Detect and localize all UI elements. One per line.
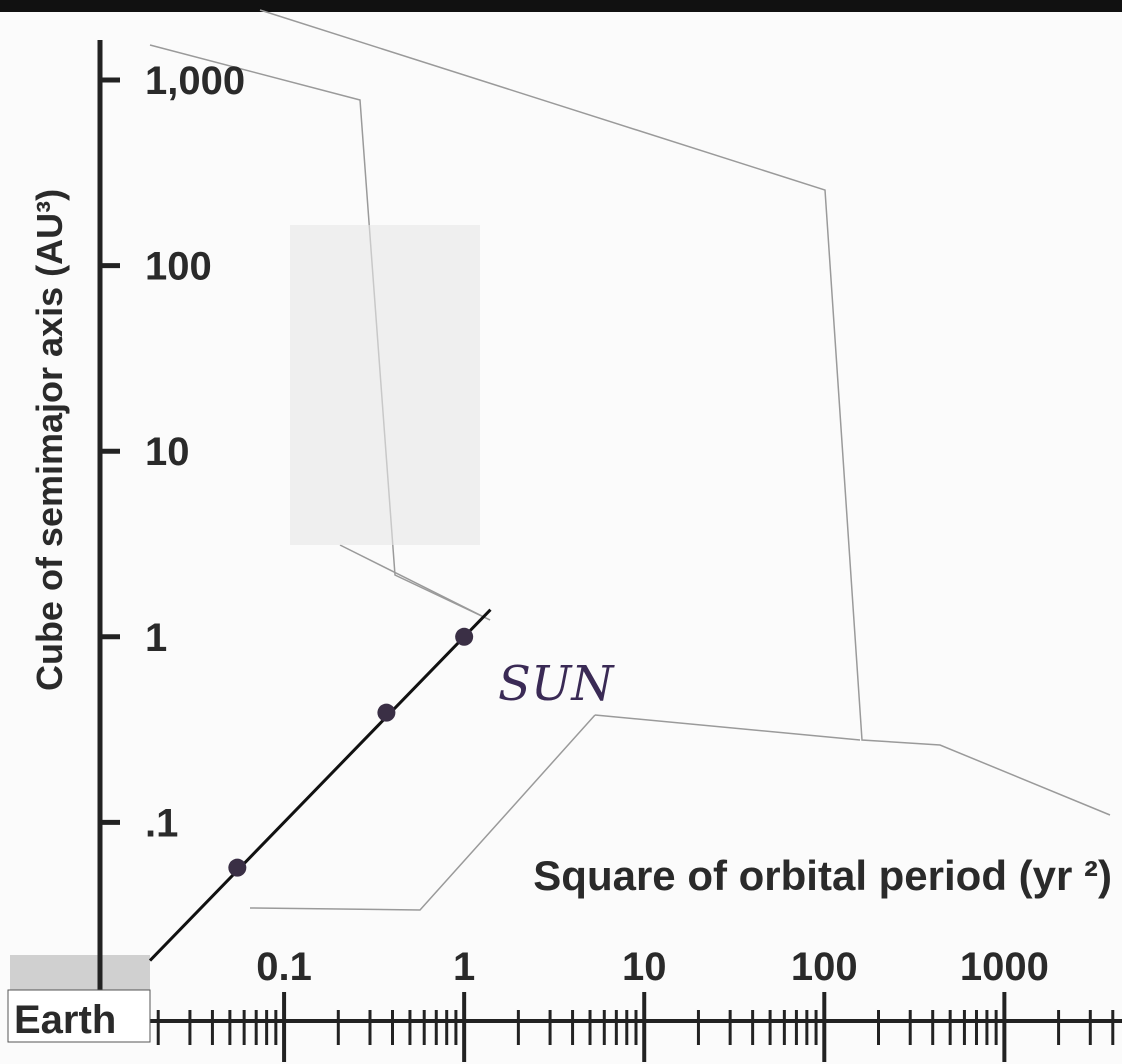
y-tick-label: 1 (145, 616, 167, 660)
annotation: SUN (498, 656, 615, 712)
tape (10, 955, 150, 995)
x-axis-label: Square of orbital period (yr ²) (533, 852, 1112, 899)
y-tick-label: 10 (145, 430, 190, 474)
point (377, 703, 396, 722)
scan-edge (0, 0, 1122, 12)
earth-box (7, 989, 151, 1043)
annotation: Earth (14, 998, 116, 1042)
point (455, 627, 474, 646)
x-tick-label: 10 (622, 945, 667, 989)
fit-line (148, 608, 492, 962)
x-tick-label: 1000 (960, 945, 1049, 989)
point (228, 858, 247, 877)
tape (290, 225, 480, 545)
y-tick-label: .1 (145, 801, 178, 845)
x-tick-label: 100 (791, 945, 858, 989)
y-axis-label: Cube of semimajor axis (AU³) (29, 189, 70, 691)
x-tick-label: 0.1 (256, 945, 312, 989)
x-tick-label: 1 (453, 945, 475, 989)
y-tick-label: 100 (145, 245, 212, 289)
y-tick-label: 1,000 (145, 59, 245, 103)
